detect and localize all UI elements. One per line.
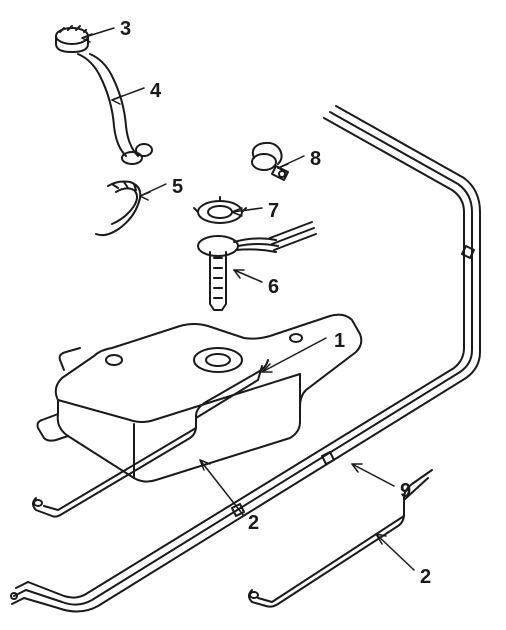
- parts-diagram: 1 2 2 3 4 5 6 7 8 9: [0, 0, 506, 630]
- callout-filler-pipe: 4: [150, 80, 161, 103]
- part-fuel-tank: [38, 315, 362, 482]
- part-tank-strap-left: [33, 360, 268, 517]
- part-fuel-pump: [252, 143, 288, 180]
- part-fuel-lines: [11, 106, 480, 612]
- callout-lock-ring: 7: [268, 200, 279, 223]
- callout-fuel-cap: 3: [120, 18, 131, 41]
- callout-filler-hose: 5: [172, 176, 183, 199]
- callout-tank-strap-right: 2: [420, 566, 431, 589]
- callout-fuel-tank: 1: [334, 330, 345, 353]
- callout-tank-strap-left: 2: [248, 512, 259, 535]
- diagram-svg: [0, 0, 506, 630]
- callout-sending-unit: 6: [268, 276, 279, 299]
- callout-fuel-pump: 8: [310, 148, 321, 171]
- part-sending-unit: [198, 222, 316, 310]
- callout-fuel-lines: 9: [400, 480, 411, 503]
- part-filler-hose: [96, 182, 140, 236]
- leader-lines: [82, 28, 414, 570]
- part-filler-pipe: [78, 54, 152, 164]
